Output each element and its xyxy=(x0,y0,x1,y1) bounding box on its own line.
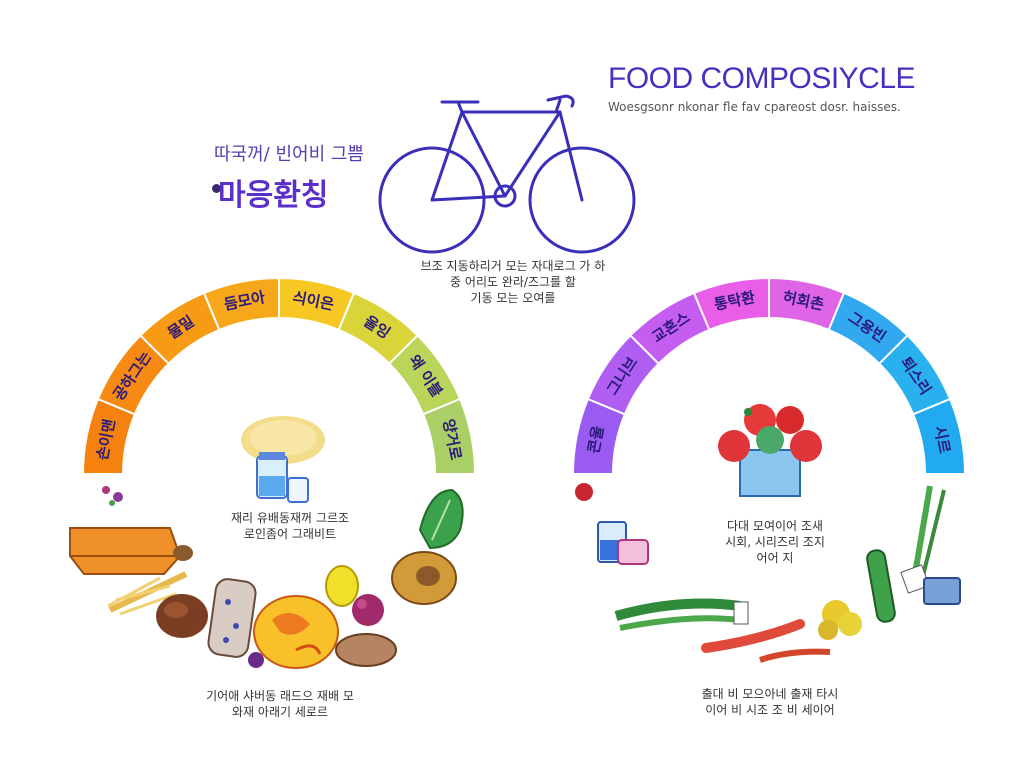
strawberry-box-icon xyxy=(718,404,822,497)
avocado-icon xyxy=(391,551,457,605)
walnut-bread-icon xyxy=(335,633,397,667)
green-onion-icon xyxy=(900,485,946,594)
right-arc-label: 콘울 xyxy=(584,424,607,455)
left-foods xyxy=(69,416,464,669)
plum-icon xyxy=(352,594,384,626)
bike-fork xyxy=(558,110,584,202)
lettuce-icon xyxy=(418,488,464,550)
page-title: FOOD COMPOSIYCLE xyxy=(608,62,916,95)
bike-stem xyxy=(554,98,562,114)
jar-icon xyxy=(256,452,309,503)
left-bottom-caption: 기어애 샤버동 래드으 재배 모 와재 아래기 세로르 xyxy=(206,689,354,719)
bike-seatpost xyxy=(456,100,464,114)
cheese-icon xyxy=(253,595,339,669)
left-arc-segment xyxy=(421,397,477,475)
bike-seat-tube xyxy=(460,110,507,198)
plum-small-icon xyxy=(248,652,264,668)
korean-title: 마응환칭 xyxy=(218,178,329,213)
tofu-icon xyxy=(207,578,257,658)
raspberry-icon xyxy=(575,483,593,501)
scallion-icon xyxy=(614,598,749,631)
bike-frame xyxy=(430,110,562,202)
page-subtitle: Woesgsonr nkonar fle fav cpareost dosr. … xyxy=(608,100,901,114)
right-bottom-caption: 출대 비 모으아네 출재 타시 이어 비 시조 조 비 세이어 xyxy=(701,687,839,717)
broccoli-icon xyxy=(818,600,862,640)
bike-caption: 브조 지동하리거 모는 자대로그 가 하 중 어리도 완라/즈그를 할 기동 모… xyxy=(420,259,606,305)
cucumber-icon xyxy=(866,549,896,623)
flower-icon xyxy=(102,486,123,506)
left-mid-caption: 재리 유배동재꺼 그르조 로인좀어 그래비트 xyxy=(230,511,350,541)
bike-front-wheel xyxy=(528,146,636,254)
bike-rear-wheel xyxy=(378,146,486,254)
right-mid-caption: 다대 모여이어 조새 시회, 시리즈리 조지 어어 지 xyxy=(725,519,825,565)
tin-icon xyxy=(923,577,961,605)
lemon-icon xyxy=(325,565,359,607)
korean-subtitle: 따국꺼/ 빈어비 그쁨 xyxy=(214,144,364,165)
shrimp-icon xyxy=(701,619,831,663)
right-arc-segment xyxy=(911,397,967,475)
right-foods xyxy=(575,404,961,663)
bicycle-icon xyxy=(378,94,636,254)
right-arc-label: 시르 xyxy=(931,424,954,455)
cup-icon xyxy=(597,521,649,565)
bread-icon xyxy=(69,527,193,575)
bullet-dot-icon xyxy=(212,184,221,193)
bike-handlebar xyxy=(546,94,575,108)
wheat-icon xyxy=(107,571,188,616)
potato-icon xyxy=(156,594,208,638)
